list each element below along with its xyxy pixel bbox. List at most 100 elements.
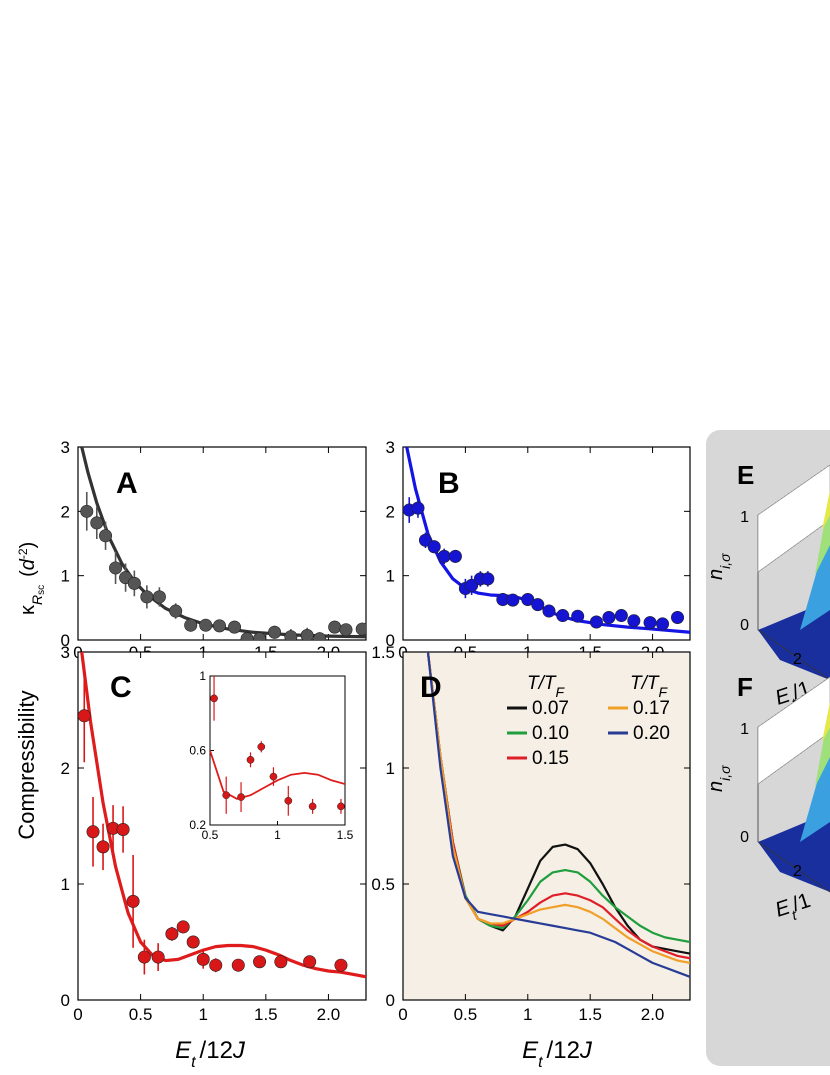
inset-fit-line <box>210 750 345 800</box>
legend-entry: 0.15 <box>532 748 569 769</box>
panel-c: 0 1 2 3 0 0.5 1 1.5 2.0 C 0.2 0.6 1 0.5 1 1.5 <box>61 643 367 1024</box>
data-point <box>78 709 91 723</box>
inset-data-point <box>210 694 218 703</box>
panel-d: 00.511.50 0.5 1 1.5 2.0T/TF T/TF0.070.100.150… <box>371 643 691 1024</box>
inset-data-point <box>284 796 293 805</box>
inset-x-tick-label: 1 <box>274 828 281 842</box>
x-tick-label: 2 <box>793 863 802 880</box>
data-point <box>127 576 141 590</box>
data-point <box>96 840 110 854</box>
inset-data-point <box>269 772 278 781</box>
inset: 0.2 0.6 1 0.5 1 1.5 <box>189 669 353 842</box>
z-axis-label: ni,σ <box>705 765 733 792</box>
data-point <box>231 958 245 972</box>
data-point <box>328 620 342 634</box>
data-point <box>109 561 123 575</box>
data-point <box>542 604 556 618</box>
z-axis-label: ni,σ <box>705 553 733 580</box>
data-point <box>268 625 282 639</box>
y-tick-label: 1 <box>386 567 395 586</box>
x-axis-label: Et/1 <box>772 889 815 928</box>
data-point <box>116 822 130 836</box>
data-point <box>80 504 94 518</box>
panel-label: B <box>438 467 460 500</box>
x-tick-label: 1 <box>198 1005 207 1024</box>
plot-content <box>426 652 690 978</box>
data-point <box>313 632 327 640</box>
surface-rise <box>800 505 830 630</box>
inset-x-tick-label: 1.5 <box>337 828 354 842</box>
inset-y-tick-label: 1 <box>199 669 206 683</box>
data-point <box>176 920 190 934</box>
legend-entry: 0.10 <box>532 723 569 744</box>
floor-edge <box>757 841 830 893</box>
y-tick-label: 2 <box>61 759 70 778</box>
surface-top <box>822 702 830 742</box>
data-point <box>418 533 432 547</box>
data-point <box>671 610 685 624</box>
surface-rise <box>800 717 830 842</box>
panel-3d-f: F 0 1 ni,σ 2 Et/1 <box>705 672 830 928</box>
y-tick-label: 1.5 <box>371 643 395 662</box>
data-point <box>274 955 288 969</box>
data-point <box>643 616 657 630</box>
y-tick-label: 1 <box>61 875 70 894</box>
data-point <box>506 593 520 607</box>
z-tick-label: 0 <box>740 829 749 846</box>
inset-data-point <box>246 755 255 764</box>
legend: T/TF T/TF0.070.100.150.170.20 <box>507 673 670 769</box>
y-tick-label: 1 <box>386 759 395 778</box>
data-point <box>137 950 151 964</box>
plot-area <box>77 446 367 641</box>
y-tick-label: 0 <box>61 631 70 650</box>
y-tick-label: 0 <box>386 631 395 650</box>
x-tick-label: 1.5 <box>578 1005 602 1024</box>
data-point <box>437 549 451 563</box>
x-tick-label: 0.5 <box>454 1005 478 1024</box>
panel-label: A <box>116 467 138 500</box>
plot-content <box>80 447 366 640</box>
inset-data-point <box>308 802 317 811</box>
data-point <box>339 623 353 637</box>
series-line-0.17 <box>426 652 690 964</box>
data-point <box>556 609 570 623</box>
data-point <box>196 952 210 966</box>
data-point <box>240 632 254 640</box>
legend-entry: 0.20 <box>633 723 670 744</box>
inset-y-tick-label: 0.2 <box>189 818 206 832</box>
data-point <box>589 615 603 629</box>
back-wall <box>757 464 830 573</box>
y-tick-label: 3 <box>386 438 395 457</box>
data-point <box>571 609 585 623</box>
data-point <box>253 632 267 640</box>
y-tick-label: 3 <box>61 438 70 457</box>
data-point <box>212 619 226 633</box>
inset-data-point <box>257 742 266 751</box>
inset-data-point <box>337 802 345 811</box>
x-tick-label: 1 <box>523 1005 532 1024</box>
legend-title: T/TF <box>630 673 669 700</box>
x-tick-label: 2 <box>793 651 802 668</box>
data-point <box>151 950 165 964</box>
surface-top <box>822 490 830 530</box>
y-tick-label: 1 <box>61 567 70 586</box>
y-tick-label: 3 <box>61 643 70 662</box>
data-point <box>411 501 425 515</box>
data-point <box>209 958 223 972</box>
data-point <box>627 614 641 628</box>
panel-label: E <box>737 460 754 490</box>
data-point <box>152 590 166 604</box>
data-point <box>165 927 179 941</box>
data-point <box>303 955 317 969</box>
z-tick-label: 1 <box>740 509 749 526</box>
data-point <box>253 955 267 969</box>
ylabel-kappa: κRsc(d-2) <box>16 542 47 615</box>
x-tick-label: 1.5 <box>254 1005 278 1024</box>
inset-x-tick-label: 0.5 <box>202 828 219 842</box>
inset-frame <box>209 675 346 826</box>
inset-y-tick-label: 0.6 <box>189 744 206 758</box>
data-point <box>140 590 154 604</box>
floor-edge <box>757 629 830 681</box>
